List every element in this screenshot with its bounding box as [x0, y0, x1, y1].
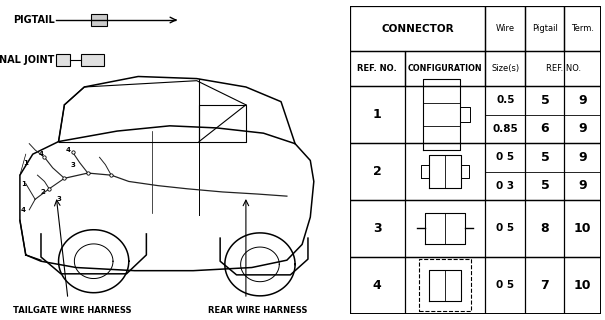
Text: 9: 9 [578, 151, 587, 164]
Text: CONFIGURATION: CONFIGURATION [408, 64, 482, 73]
Text: REF. NO.: REF. NO. [546, 64, 581, 73]
Text: 9: 9 [578, 179, 587, 192]
Text: 10: 10 [574, 279, 591, 292]
Text: 0.5: 0.5 [496, 95, 515, 106]
Text: 5: 5 [540, 179, 549, 192]
Text: 9: 9 [578, 122, 587, 135]
Text: 1: 1 [21, 180, 26, 187]
Text: 0 5: 0 5 [496, 152, 514, 162]
Text: TAILGATE WIRE HARNESS: TAILGATE WIRE HARNESS [13, 306, 132, 315]
Text: Wire: Wire [495, 24, 515, 33]
Text: 4: 4 [373, 279, 382, 292]
Text: 0 3: 0 3 [496, 181, 514, 191]
Text: 5: 5 [540, 151, 549, 164]
Text: 6: 6 [541, 122, 549, 135]
Text: 0.85: 0.85 [492, 124, 518, 134]
Text: 9: 9 [578, 94, 587, 107]
Text: Size(s): Size(s) [491, 64, 520, 73]
Text: 3: 3 [373, 222, 382, 235]
Text: 7: 7 [540, 279, 549, 292]
Text: 4: 4 [65, 147, 70, 153]
Bar [80, 53, 103, 67]
Text: PIGTAIL: PIGTAIL [13, 15, 54, 25]
Text: 5: 5 [540, 94, 549, 107]
Text: Term.: Term. [571, 24, 594, 33]
Bar [91, 14, 107, 26]
Text: 0 5: 0 5 [496, 223, 514, 233]
Text: 1: 1 [373, 108, 382, 121]
Text: 0 5: 0 5 [496, 280, 514, 290]
Text: 2: 2 [41, 189, 46, 195]
Text: REAR WIRE HARNESS: REAR WIRE HARNESS [208, 306, 307, 315]
Text: 10: 10 [574, 222, 591, 235]
Text: 8: 8 [541, 222, 549, 235]
Text: 3: 3 [70, 162, 75, 168]
Text: 1: 1 [24, 160, 28, 165]
Bar [419, 259, 471, 311]
Text: REF. NO.: REF. NO. [358, 64, 397, 73]
Bar [56, 53, 70, 67]
Text: 2: 2 [373, 165, 382, 178]
Text: Pigtail: Pigtail [532, 24, 558, 33]
Text: TERMINAL JOINT: TERMINAL JOINT [0, 55, 54, 65]
Text: 4: 4 [21, 207, 26, 213]
Text: CONNECTOR: CONNECTOR [381, 24, 454, 34]
Text: 3: 3 [56, 196, 61, 202]
Text: 4: 4 [39, 151, 44, 157]
